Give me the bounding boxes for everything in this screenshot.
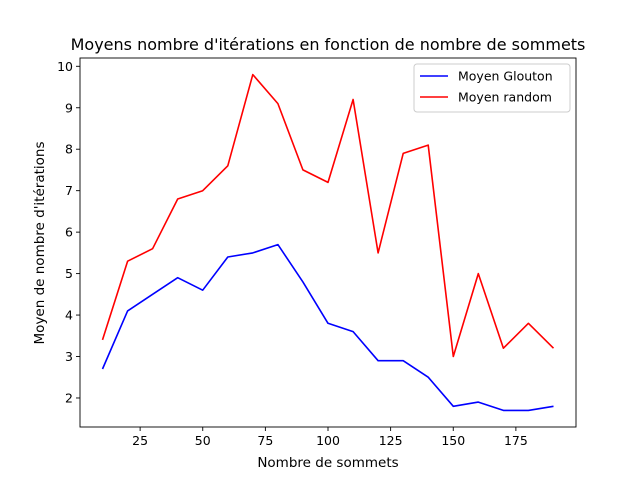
series-lines xyxy=(101,73,555,412)
x-axis: 25 50 75 100 125 150 175 xyxy=(132,427,528,448)
legend-entry: Moyen Glouton xyxy=(458,69,553,84)
series-line-0 xyxy=(101,243,554,412)
x-tick-label: 125 xyxy=(379,433,403,448)
legend-entry: Moyen random xyxy=(458,90,552,105)
y-tick-label: 6 xyxy=(65,225,73,240)
legend: Moyen Glouton Moyen random xyxy=(413,63,571,113)
x-tick-label: 25 xyxy=(132,433,148,448)
x-tick-label: 175 xyxy=(504,433,528,448)
plot-frame xyxy=(79,57,577,428)
plot-area xyxy=(79,57,577,428)
x-axis-label: Nombre de sommets xyxy=(257,455,398,471)
chart-title: Moyens nombre d'itérations en fonction d… xyxy=(71,35,586,54)
y-tick-label: 9 xyxy=(65,100,73,115)
y-axis-label: Moyen de nombre d'itérations xyxy=(32,142,48,345)
x-tick-label: 75 xyxy=(257,433,273,448)
x-tick-label: 150 xyxy=(441,433,465,448)
y-axis: 2 3 4 5 6 7 8 9 10 xyxy=(57,59,80,405)
x-tick-label: 50 xyxy=(195,433,211,448)
y-tick-label: 3 xyxy=(65,349,73,364)
legend-box xyxy=(413,63,571,113)
y-tick-label: 8 xyxy=(65,142,73,157)
y-tick-label: 2 xyxy=(65,390,73,405)
x-tick-label: 100 xyxy=(316,433,340,448)
y-tick-label: 7 xyxy=(65,183,73,198)
series-line-1 xyxy=(101,73,555,358)
y-tick-label: 5 xyxy=(65,266,73,281)
y-tick-label: 4 xyxy=(65,308,73,323)
y-tick-label: 10 xyxy=(57,59,73,74)
